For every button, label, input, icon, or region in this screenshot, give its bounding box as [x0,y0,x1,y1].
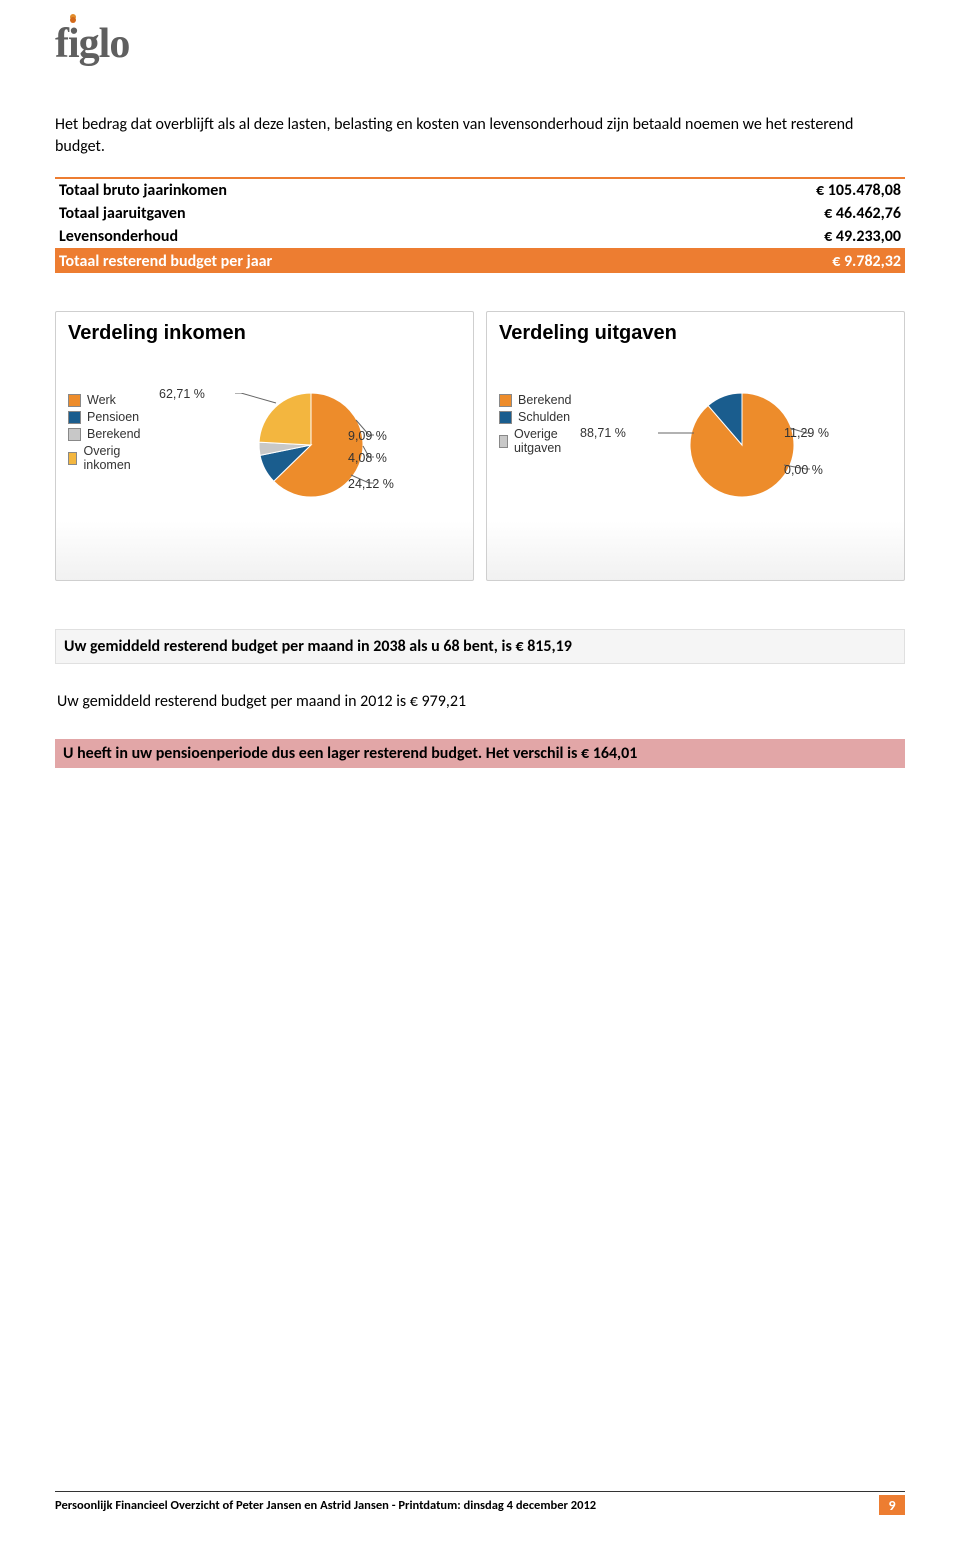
table-row: Totaal jaaruitgaven € 46.462,76 [55,202,905,225]
legend-item: Overige uitgaven [499,427,574,455]
legend-label: Berekend [518,393,572,407]
footer-text: Persoonlijk Financieel Overzicht of Pete… [55,1498,596,1513]
pie-label: 62,71 % [159,387,205,401]
legend-item: Berekend [499,393,574,407]
expenses-pie-wrap: 88,71 % 11,29 % 0,00 % [574,393,892,543]
pie-label: 88,71 % [580,426,626,440]
income-pie-chart [171,393,461,543]
page-number-badge: 9 [879,1495,905,1515]
table-row: Totaal bruto jaarinkomen € 105.478,08 [55,178,905,202]
legend-label: Overig inkomen [83,444,143,472]
pie-label: 24,12 % [348,477,394,491]
total-value: € 9.782,32 [653,249,905,273]
pie-label: 9,09 % [348,429,387,443]
future-budget-note: Uw gemiddeld resterend budget per maand … [55,629,905,664]
row-value: € 105.478,08 [653,178,905,202]
row-label: Totaal jaaruitgaven [55,202,653,225]
income-pie-wrap: 62,71 % 9,09 % 4,08 % 24,12 % [143,393,461,543]
legend-item: Pensioen [68,410,143,424]
pie-label: 4,08 % [348,451,387,465]
row-value: € 49.233,00 [653,225,905,249]
expenses-chart-card: Verdeling uitgaven Berekend Schulden Ove… [486,311,905,581]
budget-alert: U heeft in uw pensioenperiode dus een la… [55,739,905,768]
legend-item: Werk [68,393,143,407]
pie-label: 0,00 % [784,463,823,477]
legend-item: Overig inkomen [68,444,143,472]
chart-title: Verdeling uitgaven [499,322,892,345]
income-legend: Werk Pensioen Berekend Overig inkomen [68,393,143,472]
expenses-legend: Berekend Schulden Overige uitgaven [499,393,574,455]
legend-label: Pensioen [87,410,139,424]
row-label: Totaal bruto jaarinkomen [55,178,653,202]
charts-row: Verdeling inkomen Werk Pensioen Berekend… [55,311,905,581]
pie-label: 11,29 % [784,426,829,440]
total-label: Totaal resterend budget per jaar [55,249,653,273]
legend-label: Overige uitgaven [514,427,574,455]
brand-name: figlo [55,21,129,67]
row-label: Levensonderhoud [55,225,653,249]
table-total-row: Totaal resterend budget per jaar € 9.782… [55,249,905,273]
intro-paragraph: Het bedrag dat overblijft als al deze la… [55,114,905,157]
legend-item: Berekend [68,427,143,441]
table-row: Levensonderhoud € 49.233,00 [55,225,905,249]
current-budget-note: Uw gemiddeld resterend budget per maand … [55,692,905,711]
legend-label: Berekend [87,427,141,441]
expenses-pie-chart [602,393,892,543]
brand-logo: figlo [55,20,129,68]
legend-label: Schulden [518,410,570,424]
legend-label: Werk [87,393,116,407]
row-value: € 46.462,76 [653,202,905,225]
income-chart-card: Verdeling inkomen Werk Pensioen Berekend… [55,311,474,581]
summary-table: Totaal bruto jaarinkomen € 105.478,08 To… [55,177,905,273]
legend-item: Schulden [499,410,574,424]
page-footer: Persoonlijk Financieel Overzicht of Pete… [55,1491,905,1515]
chart-title: Verdeling inkomen [68,322,461,345]
